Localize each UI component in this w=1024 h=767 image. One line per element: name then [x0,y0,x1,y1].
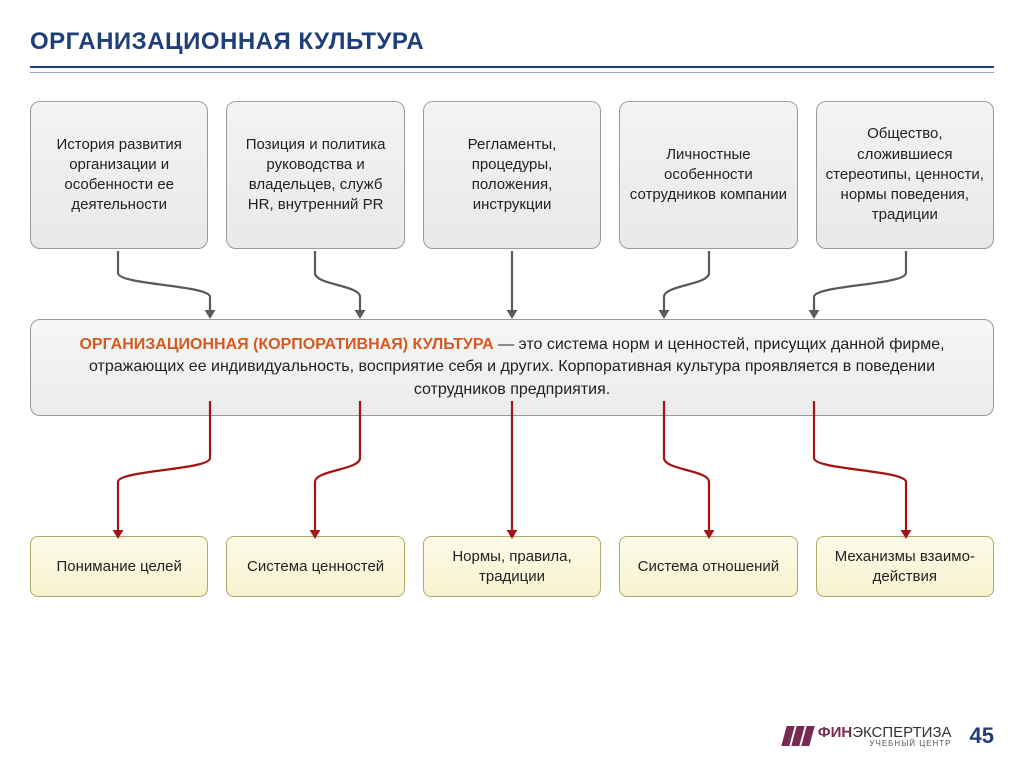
center-accent: ОРГАНИЗАЦИОННАЯ (КОРПОРАТИВНАЯ) КУЛЬТУРА [79,336,493,353]
footer: ФИНЭКСПЕРТИЗА УЧЕБНЫЙ ЦЕНТР 45 [784,723,994,749]
logo-bars-icon [781,726,814,746]
output-box-4: Система отношений [619,536,797,597]
input-box-2: Позиция и политика руководства и владель… [226,101,404,249]
inputs-row: История развития организации и особеннос… [30,101,994,249]
title-underline-thin [30,72,994,73]
diagram: История развития организации и особеннос… [30,101,994,661]
input-box-4: Личностные особенности сотрудников компа… [619,101,797,249]
logo-suffix: ЭКСПЕРТИЗА [852,724,951,741]
input-box-1: История развития организации и особеннос… [30,101,208,249]
logo-prefix: ФИН [818,724,852,741]
output-box-1: Понимание целей [30,536,208,597]
logo-subtitle: УЧЕБНЫЙ ЦЕНТР [818,740,952,748]
output-box-3: Нормы, правила, традиции [423,536,601,597]
slide: ОРГАНИЗАЦИОННАЯ КУЛЬТУРА История развити… [0,0,1024,767]
input-box-3: Регламенты, процедуры, положения, инстру… [423,101,601,249]
output-box-2: Система ценностей [226,536,404,597]
outputs-row: Понимание целей Система ценностей Нормы,… [30,536,994,597]
page-number: 45 [970,723,994,749]
slide-title: ОРГАНИЗАЦИОННАЯ КУЛЬТУРА [30,28,994,64]
title-underline [30,66,994,68]
logo: ФИНЭКСПЕРТИЗА УЧЕБНЫЙ ЦЕНТР [784,725,952,748]
input-box-5: Общество, сложившиеся стереотипы, ценнос… [816,101,994,249]
center-definition-box: ОРГАНИЗАЦИОННАЯ (КОРПОРАТИВНАЯ) КУЛЬТУРА… [30,319,994,416]
output-box-5: Механизмы взаимо-действия [816,536,994,597]
logo-text: ФИНЭКСПЕРТИЗА УЧЕБНЫЙ ЦЕНТР [818,725,952,748]
